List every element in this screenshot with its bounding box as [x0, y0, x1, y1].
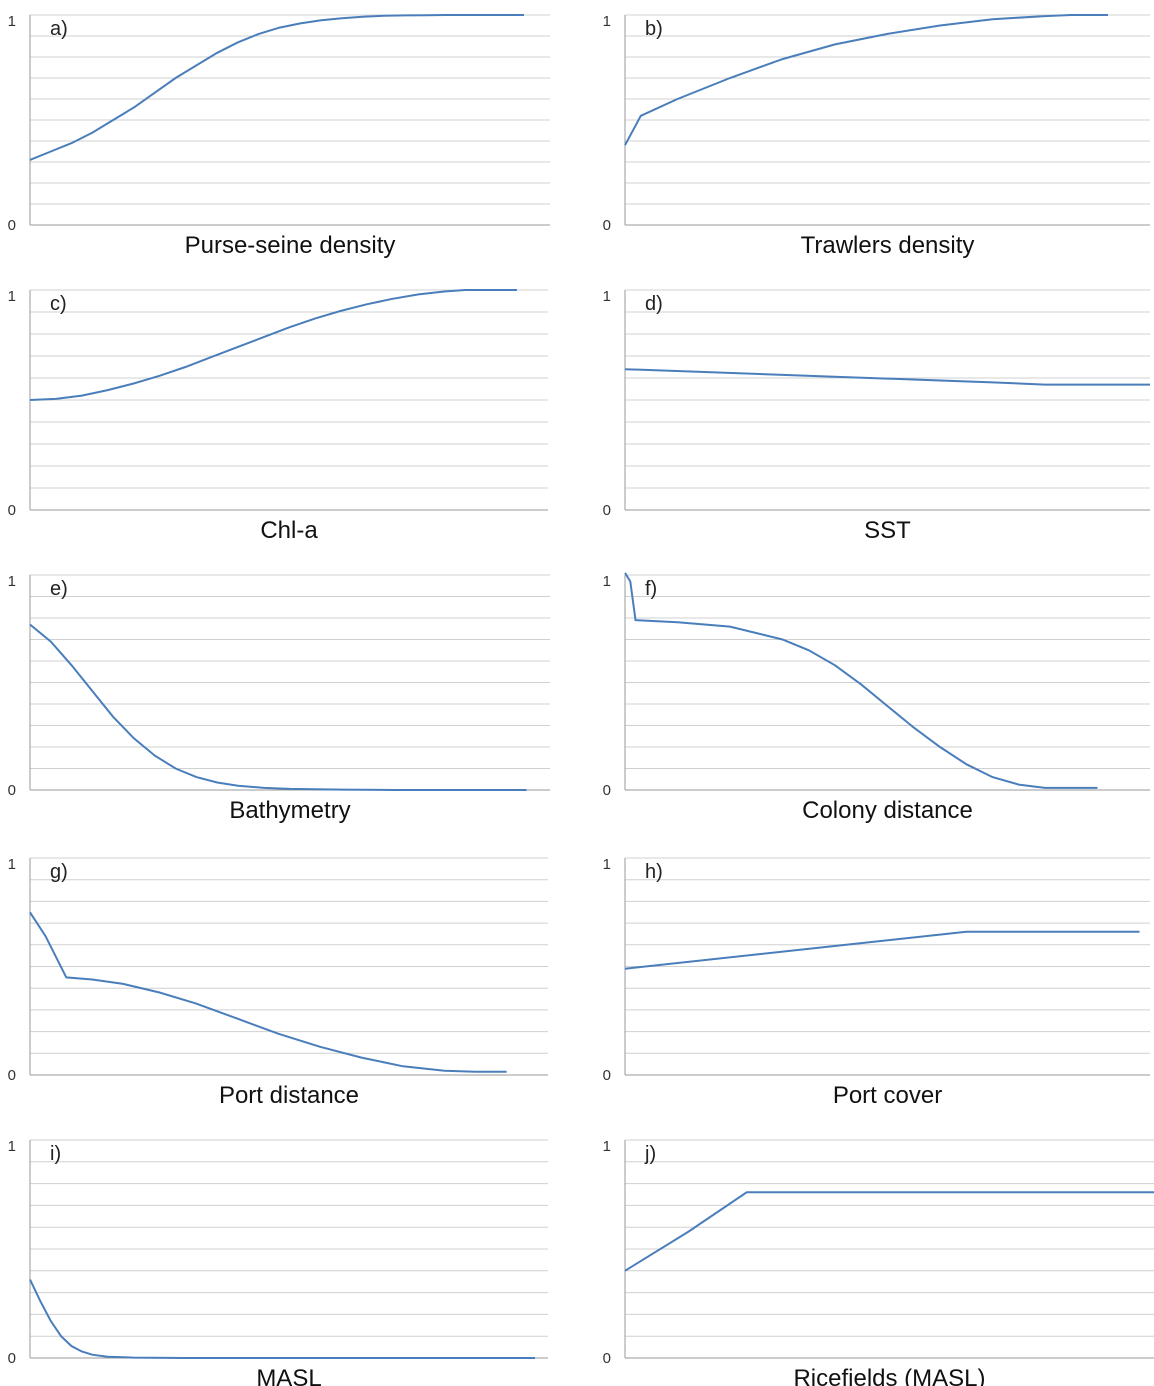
panel-letter: a) — [50, 18, 68, 40]
series-line-g — [29, 911, 507, 1073]
x-axis-label: Purse-seine density — [185, 232, 396, 259]
y-tick-label: 0 — [8, 502, 16, 519]
y-tick-label: 0 — [8, 782, 16, 799]
y-tick-label: 1 — [603, 1138, 611, 1155]
chart-panel-h: 0 1 h) Port cover — [603, 856, 1150, 1109]
y-tick-label: 0 — [8, 1350, 16, 1367]
series-line-b — [624, 14, 1108, 146]
series-line-d — [624, 368, 1150, 386]
series-line-f — [624, 572, 1098, 789]
x-axis-label: Port cover — [833, 1082, 942, 1109]
y-tick-label: 1 — [8, 13, 16, 30]
y-tick-label: 1 — [8, 856, 16, 873]
series-line-h — [624, 930, 1140, 970]
series-line-j — [624, 1191, 1154, 1272]
chart-panel-f: 0 1 f) Colony distance — [603, 572, 1150, 824]
panel-letter: c) — [50, 293, 67, 315]
chart-panel-j: 0 1 j) Ricefields (MASL) — [603, 1138, 1154, 1386]
y-tick-label: 1 — [8, 573, 16, 590]
chart-panel-a: 0 1 a) Purse-seine density — [8, 13, 550, 259]
y-tick-label: 0 — [603, 1350, 611, 1367]
y-tick-label: 0 — [603, 782, 611, 799]
series-line-a — [29, 14, 524, 161]
y-tick-label: 1 — [603, 13, 611, 30]
panel-letter: i) — [50, 1143, 61, 1165]
series-line-i — [29, 1279, 535, 1359]
panel-letter: j) — [644, 1143, 656, 1165]
y-tick-label: 0 — [603, 502, 611, 519]
y-tick-label: 0 — [603, 1067, 611, 1084]
y-tick-label: 0 — [603, 217, 611, 234]
panel-letter: g) — [50, 861, 68, 883]
series-line-e — [29, 623, 527, 791]
chart-panel-g: 0 1 g) Port distance — [8, 856, 548, 1109]
chart-panel-d: 0 1 d) SST — [603, 288, 1150, 544]
panel-letter: e) — [50, 578, 68, 600]
panel-letter: f) — [645, 578, 657, 600]
x-axis-label: Chl-a — [260, 517, 318, 544]
x-axis-label: Colony distance — [802, 797, 973, 824]
x-axis-label: Bathymetry — [229, 797, 350, 824]
x-axis-label: Ricefields (MASL) — [793, 1365, 985, 1386]
chart-panel-e: 0 1 e) Bathymetry — [8, 573, 550, 824]
y-tick-label: 1 — [8, 288, 16, 305]
panel-letter: d) — [645, 293, 663, 315]
x-axis-label: Trawlers density — [801, 232, 975, 259]
y-tick-label: 1 — [603, 856, 611, 873]
y-tick-label: 1 — [603, 288, 611, 305]
x-axis-label: SST — [864, 517, 911, 544]
x-axis-label: MASL — [256, 1365, 321, 1386]
x-axis-label: Port distance — [219, 1082, 359, 1109]
y-tick-label: 0 — [8, 217, 16, 234]
y-tick-label: 0 — [8, 1067, 16, 1084]
panel-letter: b) — [645, 18, 663, 40]
series-line-c — [29, 289, 517, 401]
y-tick-label: 1 — [8, 1138, 16, 1155]
panel-letter: h) — [645, 861, 663, 883]
chart-panel-c: 0 1 c) Chl-a — [8, 288, 548, 544]
chart-panel-b: 0 1 b) Trawlers density — [603, 13, 1150, 259]
chart-panel-i: 0 1 i) MASL — [8, 1138, 548, 1386]
y-tick-label: 1 — [603, 573, 611, 590]
